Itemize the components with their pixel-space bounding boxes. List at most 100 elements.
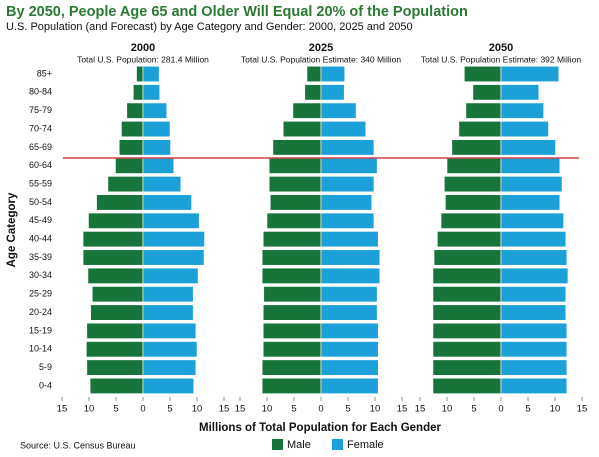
male-bar (86, 359, 144, 376)
y-tick-label: 20-24 (29, 307, 52, 317)
source-note: Source: U.S. Census Bureau (20, 440, 136, 450)
male-bar (432, 267, 502, 284)
male-bar (126, 102, 144, 119)
female-bar (142, 267, 199, 284)
female-bar (320, 84, 345, 101)
male-bar (91, 286, 144, 303)
male-bar (458, 121, 502, 138)
x-tick-label: 15 (235, 404, 246, 415)
male-bar (82, 249, 144, 266)
legend-label: Male (287, 439, 311, 451)
male-bar (86, 322, 144, 339)
male-bar (272, 139, 322, 156)
female-bar (320, 139, 375, 156)
y-tick-label: 80-84 (29, 87, 52, 97)
female-bar (142, 212, 200, 229)
male-bar (115, 157, 144, 174)
male-bar (261, 267, 322, 284)
male-bar (463, 65, 502, 83)
female-bar (500, 286, 567, 303)
male-bar (89, 377, 144, 395)
female-bar (142, 102, 168, 119)
chart-title: By 2050, People Age 65 and Older Will Eq… (6, 4, 468, 20)
female-bar (142, 359, 197, 376)
female-bar (320, 286, 378, 303)
female-bar (500, 176, 563, 193)
female-bar (142, 322, 197, 339)
male-bar (432, 304, 502, 321)
female-bar (500, 231, 567, 248)
female-bar (500, 322, 568, 339)
female-bar (320, 322, 379, 339)
male-bar (432, 377, 502, 395)
male-bar (443, 176, 502, 193)
y-tick-label: 25-29 (29, 289, 52, 299)
y-tick-label: 55-59 (29, 178, 52, 188)
female-bar (320, 212, 375, 229)
chart-subtitle: U.S. Population (and Forecast) by Age Ca… (6, 21, 413, 33)
female-bar (500, 249, 568, 266)
female-bar (142, 286, 194, 303)
panel-title: 2050 (489, 42, 513, 54)
female-bar (320, 121, 367, 138)
male-bar (261, 249, 322, 266)
female-bar (500, 341, 568, 358)
y-tick-label: 50-54 (29, 197, 52, 207)
male-bar (432, 341, 502, 358)
female-bar (500, 65, 560, 83)
male-bar (266, 212, 322, 229)
male-bar (269, 194, 322, 211)
male-bar (86, 341, 144, 358)
panel-title: 2025 (309, 42, 333, 54)
male-bar (432, 359, 502, 376)
female-bar (500, 267, 569, 284)
x-tick-label: 5 (525, 404, 530, 415)
y-tick-label: 60-64 (29, 160, 52, 170)
female-bar (500, 212, 564, 229)
x-tick-label: 10 (192, 404, 203, 415)
female-bar (320, 65, 346, 83)
male-bar (88, 212, 144, 229)
female-bar (320, 231, 379, 248)
female-bar (320, 341, 379, 358)
y-tick-label: 65-69 (29, 142, 52, 152)
female-bar (142, 249, 205, 266)
male-bar (436, 231, 502, 248)
male-bar (136, 65, 144, 83)
female-bar (500, 84, 540, 101)
male-bar (282, 121, 322, 138)
male-bar (262, 304, 322, 321)
male-bar (90, 304, 144, 321)
x-tick-label: 10 (84, 404, 95, 415)
male-bar (262, 231, 322, 248)
female-bar (320, 176, 375, 193)
legend-swatch (332, 439, 343, 450)
male-bar (87, 267, 144, 284)
y-tick-label: 85+ (37, 68, 52, 78)
female-bar (320, 359, 379, 376)
female-bar (500, 359, 568, 376)
female-bar (142, 231, 205, 248)
x-tick-label: 0 (140, 404, 145, 415)
female-bar (500, 377, 568, 395)
x-tick-label: 15 (57, 404, 68, 415)
panel-subtitle: Total U.S. Population Estimate: 340 Mill… (241, 54, 401, 64)
x-tick-label: 5 (345, 404, 350, 415)
female-bar (500, 157, 561, 174)
x-tick-label: 15 (415, 404, 426, 415)
female-bar (320, 377, 379, 395)
female-bar (320, 249, 381, 266)
male-bar (263, 286, 322, 303)
x-tick-label: 0 (498, 404, 503, 415)
panel-subtitle: Total U.S. Population Estimate: 392 Mill… (421, 54, 581, 64)
x-tick-label: 15 (219, 404, 230, 415)
x-tick-label: 15 (577, 404, 588, 415)
female-bar (500, 102, 544, 119)
y-tick-label: 45-49 (29, 215, 52, 225)
female-bar (320, 194, 373, 211)
male-bar (118, 139, 144, 156)
male-bar (261, 377, 322, 395)
female-bar (142, 157, 175, 174)
male-bar (304, 84, 322, 101)
